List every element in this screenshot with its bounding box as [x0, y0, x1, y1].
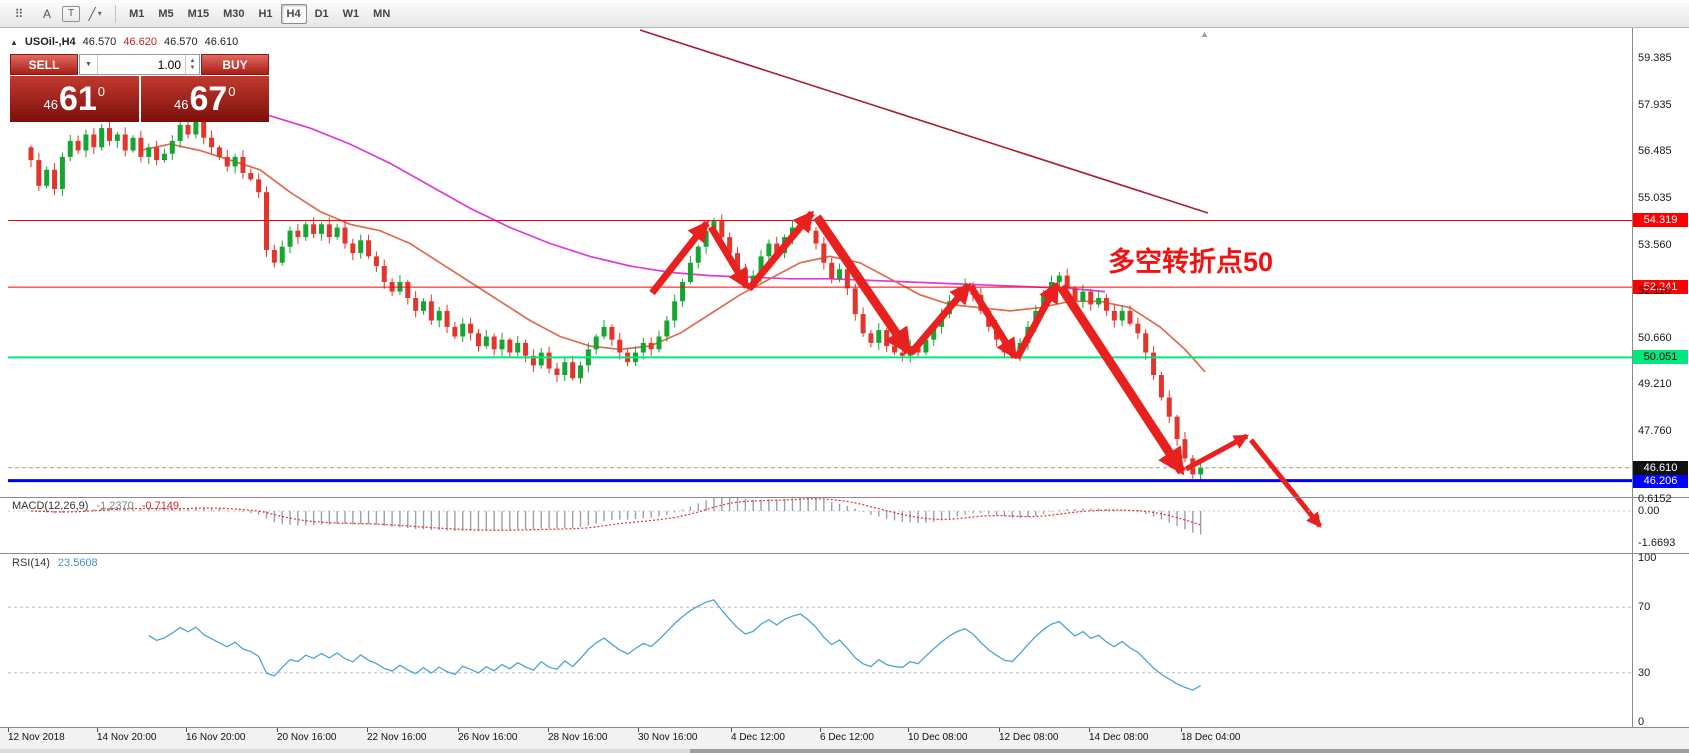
- toolbar: ⠿ A T ╱ ▾ M1 M5 M15 M30 H1 H4 D1 W1 MN: [0, 0, 1689, 28]
- rsi-line: [148, 599, 1201, 691]
- descending-trendline: [639, 29, 1209, 214]
- annotation-arrow: [1184, 433, 1249, 472]
- spinner-up-icon[interactable]: ▲: [189, 58, 196, 64]
- timeframe-button-m30[interactable]: M30: [223, 7, 245, 20]
- annotation-arrow: [1249, 438, 1322, 528]
- chart-annotation-text: 多空转折点50: [1108, 247, 1274, 277]
- timeframe-button-m1[interactable]: M1: [129, 7, 145, 20]
- sell-price-pips: 61: [58, 80, 97, 118]
- timeframe-button-h1[interactable]: H1: [258, 7, 273, 20]
- dropdown-caret-icon: ▾: [97, 9, 102, 18]
- lot-spinner[interactable]: ▲ ▼: [185, 55, 199, 74]
- sell-price-pipette: 0: [97, 83, 106, 99]
- rsi-value: 23.5608: [57, 557, 98, 569]
- ma-slow-line: [267, 114, 1106, 293]
- time-axis[interactable]: [0, 728, 1689, 749]
- buy-price-big-figure: 46: [173, 96, 189, 112]
- sell-price-display[interactable]: 46 61 0: [10, 76, 139, 122]
- timeframe-button-w1[interactable]: W1: [342, 7, 360, 20]
- annotation-arrow: [1013, 281, 1061, 360]
- text-label-tool-icon[interactable]: T: [62, 5, 81, 22]
- macd-indicator-label: MACD(12,26,9) -1.2370 -0.7149: [12, 500, 179, 512]
- annotation-arrow: [813, 214, 913, 356]
- ohlc-open: 46.570: [82, 36, 117, 48]
- scrollbar-thumb[interactable]: [690, 749, 1689, 753]
- macd-signal-line: [30, 498, 1201, 531]
- horizontal-scrollbar[interactable]: [0, 749, 1689, 753]
- sell-price-big-figure: 46: [43, 96, 58, 112]
- toolbar-separator: [115, 4, 117, 23]
- lot-field: ▼ ▲ ▼: [79, 54, 200, 75]
- sell-button[interactable]: SELL: [10, 54, 78, 75]
- lot-size-input[interactable]: [98, 55, 185, 74]
- buy-price-pipette: 0: [228, 83, 236, 99]
- annotation-arrow: [707, 225, 751, 290]
- buy-price-display[interactable]: 46 67 0: [140, 76, 269, 122]
- rsi-title: RSI(14): [12, 557, 50, 569]
- annotation-arrow: [649, 220, 710, 296]
- chart-grid-icon[interactable]: ⠿: [14, 6, 24, 21]
- price-axis[interactable]: [1632, 28, 1689, 727]
- macd-signal-value: -0.7149: [141, 500, 180, 512]
- chart-icon: ▲: [10, 37, 18, 47]
- timeframe-group: M1 M5 M15 M30 H1 H4 D1 W1 MN: [123, 3, 396, 24]
- timeframe-button-m15[interactable]: M15: [187, 7, 210, 20]
- buy-button[interactable]: BUY: [201, 54, 269, 75]
- trade-price-row: 46 61 0 46 67 0: [10, 76, 269, 122]
- text-tool-icon[interactable]: A: [42, 6, 51, 21]
- one-click-trading-panel: SELL ▼ ▲ ▼ BUY 46 61 0 46 67 0: [10, 54, 269, 122]
- timeframe-button-m5[interactable]: M5: [158, 7, 174, 20]
- time-axis-divider: [0, 727, 1689, 728]
- buy-price-pips: 67: [189, 80, 228, 118]
- spinner-down-icon[interactable]: ▼: [189, 65, 196, 71]
- symbol-title: USOil-,H4: [24, 36, 76, 48]
- ohlc-close: 46.610: [204, 36, 239, 48]
- ohlc-high: 46.620: [123, 36, 157, 48]
- annotation-arrow: [968, 285, 1018, 360]
- rsi-indicator-label: RSI(14) 23.5608: [12, 557, 98, 569]
- annotation-arrow: [908, 282, 972, 356]
- timeframe-button-mn[interactable]: MN: [373, 7, 391, 20]
- chart-shift-marker[interactable]: ▲: [1200, 29, 1209, 39]
- annotation-arrow: [746, 210, 815, 292]
- ohlc-low: 46.570: [163, 36, 198, 48]
- lot-dropdown-button[interactable]: ▼: [80, 55, 98, 74]
- trade-controls-row: SELL ▼ ▲ ▼ BUY: [10, 54, 269, 75]
- timeframe-button-d1[interactable]: D1: [314, 7, 329, 20]
- draw-tools-icon[interactable]: ╱ ▾: [88, 6, 102, 21]
- macd-main-value: -1.2370: [96, 500, 134, 512]
- ma-fast-line: [139, 143, 1206, 373]
- drawing-tools-group: ⠿ A T ╱ ▾: [6, 4, 108, 24]
- annotation-arrow: [1057, 284, 1186, 476]
- chart-ohlc-header: ▲ USOil-,H4 46.570 46.620 46.570 46.610: [10, 36, 238, 48]
- timeframe-button-h4[interactable]: H4: [280, 3, 307, 24]
- macd-panel-divider[interactable]: [0, 497, 1689, 498]
- rsi-panel-divider[interactable]: [0, 553, 1689, 554]
- macd-title: MACD(12,26,9): [12, 500, 89, 512]
